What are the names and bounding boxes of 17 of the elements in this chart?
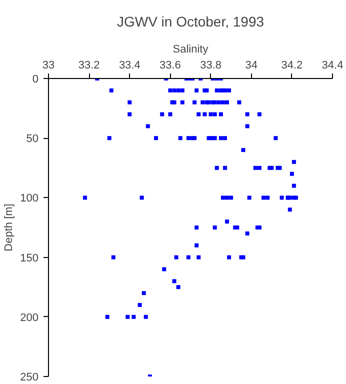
x-tick-label: 33.6: [160, 60, 181, 72]
y-tick-label: 100: [20, 192, 39, 205]
y-tick-label: 200: [20, 312, 39, 324]
x-tick-label: 33.8: [200, 60, 222, 72]
x-tick-label: 33.2: [78, 60, 100, 72]
y-tick-label: 0: [32, 74, 39, 86]
x-tick-label: 34.4: [322, 60, 344, 72]
y-tick-label: 250: [20, 372, 39, 384]
x-tick-label: 33: [42, 60, 55, 72]
x-axis-title: Salinity: [172, 44, 209, 56]
x-tick-label: 34.2: [281, 60, 303, 72]
y-axis-title: Depth [m]: [3, 204, 16, 252]
x-tick-label: 34: [245, 60, 258, 72]
y-tick-label: 150: [20, 252, 39, 264]
y-tick-label: 50: [26, 133, 39, 146]
chart-title: JGWV in October, 1993: [116, 14, 264, 30]
x-tick-label: 33.4: [118, 60, 140, 72]
